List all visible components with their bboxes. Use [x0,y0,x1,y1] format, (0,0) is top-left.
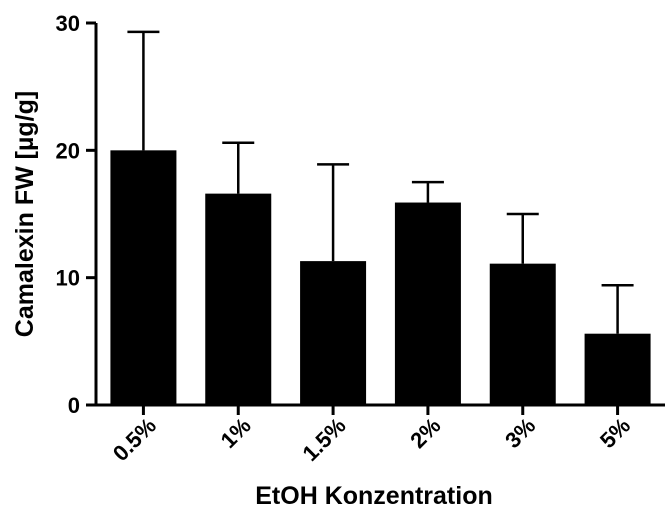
x-tick-label: 3% [500,413,540,453]
bar [205,193,272,405]
bar [394,202,461,405]
y-tick-label: 0 [68,393,80,418]
x-tick-label: 0.5% [108,413,161,466]
x-tick-label: 2% [405,413,445,453]
x-tick-label: 5% [595,413,635,453]
axes [86,21,665,415]
x-tick-label: 1.5% [297,413,350,466]
bar [584,333,651,405]
y-tick-label: 10 [56,266,80,291]
x-tick-label: 1% [216,413,256,453]
error-bars [127,30,634,334]
bar [300,261,367,405]
y-tick-label: 20 [56,138,80,163]
bars [110,150,651,405]
bar [110,150,177,405]
y-tick-label: 30 [56,11,80,36]
bar [489,263,556,405]
x-axis-title: EtOH Konzentration [255,482,493,510]
y-axis-title: Camalexin FW [µg/g] [11,91,39,337]
